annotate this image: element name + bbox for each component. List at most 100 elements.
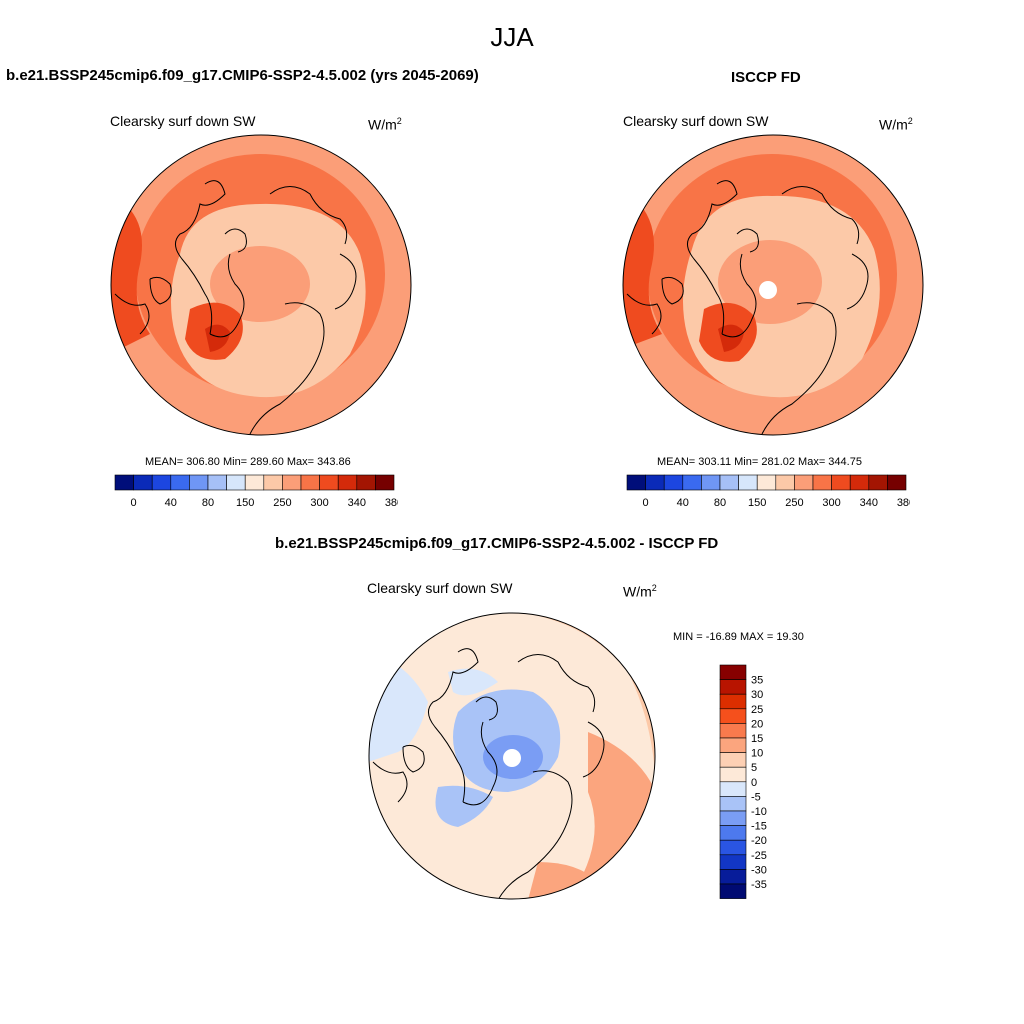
panel-3-stats: MIN = -16.89 MAX = 19.30 [673,631,804,643]
colorbar-box [682,474,702,491]
colorbar-tick-label: 250 [785,497,803,509]
map-3-cooler-region-greenland [435,785,493,827]
colorbar-tick-label: -35 [751,879,767,891]
map-1-peak-greenland [205,324,230,352]
panel-2-title: ISCCP FD [731,69,801,86]
colorbar-tick-label: -10 [751,806,767,818]
colorbar-box [849,474,870,491]
colorbar-box [226,474,246,491]
colorbar-tick-label: 30 [751,689,763,701]
panel-1-title: b.e21.BSSP245cmip6.f09_g17.CMIP6-SSP2-4.… [6,67,479,84]
colorbar-box [719,766,747,783]
colorbar-tick-label: 340 [860,497,878,509]
colorbar-box [756,474,777,491]
panel-1-variable-label: Clearsky surf down SW [110,113,256,129]
colorbar-tick-label: -25 [751,850,767,862]
colorbar-box [719,679,747,695]
map-1-coastlines [114,180,357,435]
colorbar-box [701,474,721,491]
colorbar-box [151,474,172,491]
colorbar-box [170,474,190,491]
map-3-cool-region-north [448,668,498,696]
colorbar-box [356,474,376,491]
colorbar-box [663,474,684,491]
colorbar-tick-label: 80 [714,497,726,509]
map-2-peak-greenland [718,324,744,352]
colorbar-box [300,474,320,491]
colorbar-box [719,825,747,841]
panel-3-variable-label: Clearsky surf down SW [367,580,513,596]
panel-1-map [110,134,412,436]
panel-2-units: W/m2 [879,116,913,133]
colorbar-tick-label: 40 [677,497,689,509]
colorbar-tick-label: -20 [751,835,767,847]
colorbar-tick-label: 340 [348,497,366,509]
colorbar-box [337,474,358,491]
colorbar-box [719,781,747,797]
colorbar-box [719,693,747,710]
colorbar-box [719,854,747,870]
colorbar-box [794,474,814,491]
colorbar-panel-2: 0 40 80 150 250 300 340 380 [626,474,910,509]
colorbar-tick-label: 80 [202,497,214,509]
colorbar-box [189,474,209,491]
map-3-boundary [368,612,656,900]
colorbar-box [207,474,227,491]
panel-1-stats: MEAN= 306.80 Min= 289.60 Max= 343.86 [145,456,351,468]
colorbar-box [719,723,747,739]
colorbar-panel-3: 35 30 25 20 15 10 5 0 -5 -10 -15 -20 -25 -30 -35 [719,664,767,899]
colorbar-panel-1: 0 40 80 150 250 300 340 380 [114,474,398,509]
colorbar-tick-label: 250 [273,497,291,509]
colorbar-tick-label: 35 [751,675,763,687]
map-3-coastlines [372,648,605,899]
panel-2-variable-label: Clearsky surf down SW [623,113,769,129]
panel-3-difference-map [368,612,656,900]
colorbar-box [626,474,646,491]
colorbar-tick-label: 40 [165,497,177,509]
colorbar-box [812,474,832,491]
colorbar-tick-label: 25 [751,704,763,716]
panel-2-stats: MEAN= 303.11 Min= 281.02 Max= 344.75 [657,456,862,468]
colorbar-box [645,474,665,491]
colorbar-tick-label: -15 [751,821,767,833]
colorbar-box [719,737,747,753]
colorbar-box [887,474,907,491]
panel-1-units: W/m2 [368,116,402,133]
colorbar-box [775,474,795,491]
map-2-coastlines [626,180,869,435]
panel-2-map [622,134,924,436]
colorbar-box [719,708,747,724]
colorbar-tick-label: 15 [751,733,763,745]
colorbar-box [719,810,747,826]
colorbar-tick-label: -5 [751,791,761,803]
colorbar-box [244,474,265,491]
panel-3-units: W/m2 [623,583,657,600]
colorbar-tick-label: 10 [751,748,763,760]
colorbar-tick-label: 150 [748,497,766,509]
colorbar-box [719,883,747,899]
colorbar-tick-label: 380 [897,497,910,509]
colorbar-box [719,796,747,812]
colorbar-tick-label: 0 [131,497,137,509]
colorbar-tick-label: 0 [643,497,649,509]
colorbar-box [868,474,888,491]
colorbar-tick-label: -30 [751,864,767,876]
colorbar-tick-label: 300 [822,497,840,509]
colorbar-tick-label: 380 [385,497,398,509]
map-2-boundary [622,134,924,436]
colorbar-tick-label: 150 [236,497,254,509]
colorbar-box [375,474,395,491]
map-3-polar-gap [503,749,521,767]
figure-title: JJA [490,22,534,52]
colorbar-box [719,474,739,491]
colorbar-box [738,474,758,491]
colorbar-box [319,474,339,491]
colorbar-box [719,752,747,768]
colorbar-box [133,474,153,491]
colorbar-box [719,664,747,680]
map-1-boundary [110,134,412,436]
colorbar-box [831,474,851,491]
colorbar-box [263,474,283,491]
colorbar-tick-label: 0 [751,777,757,789]
colorbar-box [719,869,747,885]
